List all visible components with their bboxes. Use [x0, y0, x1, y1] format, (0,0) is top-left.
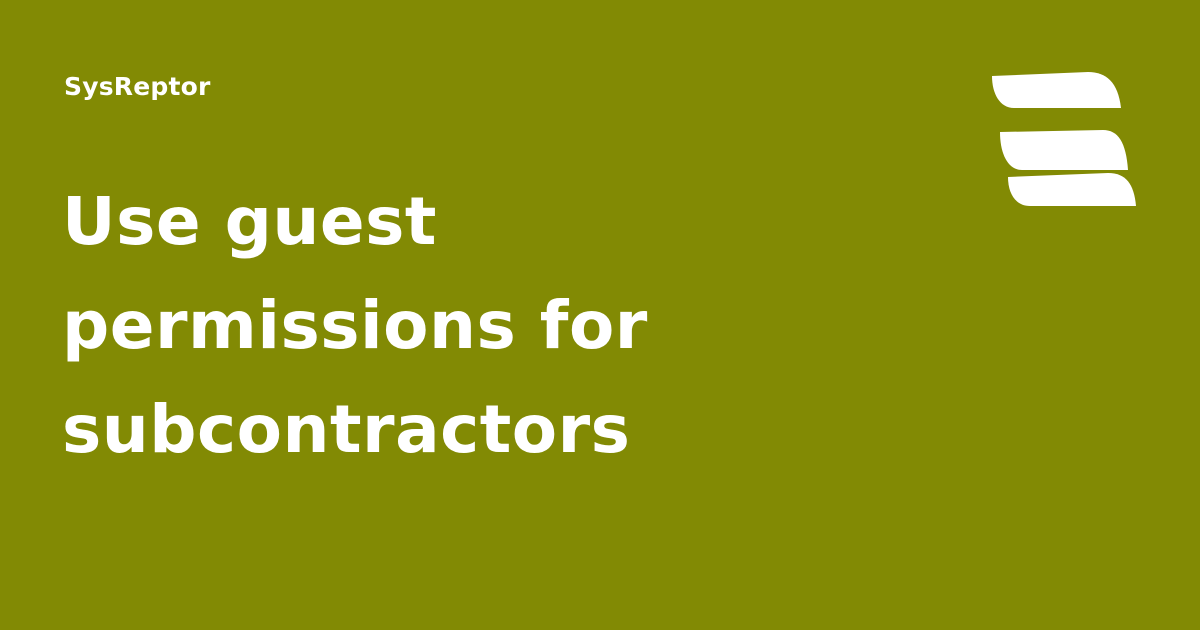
title-line-3: subcontractors — [62, 391, 631, 468]
sysreptor-logo-icon — [992, 72, 1136, 206]
brand-name: SysReptor — [64, 72, 211, 101]
title-line-2: permissions for — [62, 287, 648, 364]
page-title: Use guest permissions for subcontractors — [62, 170, 822, 482]
title-line-1: Use guest — [62, 183, 437, 260]
